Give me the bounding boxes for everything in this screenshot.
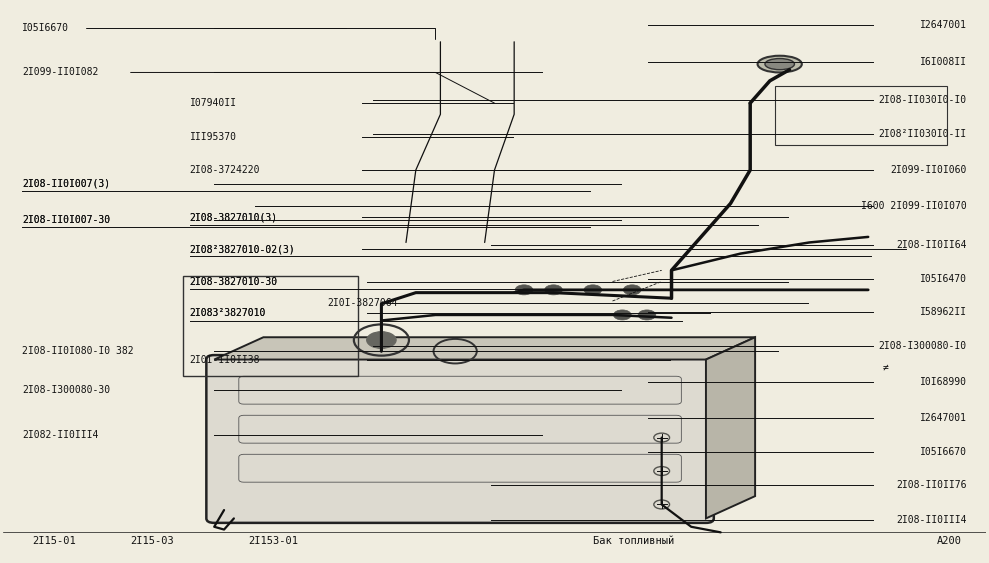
Text: 2I08-I300080-I0: 2I08-I300080-I0 (878, 341, 966, 351)
Circle shape (367, 332, 397, 348)
Text: 2I08-3827010-30: 2I08-3827010-30 (190, 276, 278, 287)
Text: I600 2I099-II0I070: I600 2I099-II0I070 (860, 201, 966, 211)
Text: I07940II: I07940II (190, 98, 236, 108)
Text: 2I0I-II0II38: 2I0I-II0II38 (190, 355, 260, 364)
FancyBboxPatch shape (207, 355, 714, 523)
Text: 2I153-01: 2I153-01 (248, 537, 299, 546)
Text: 2I08-3827010-30: 2I08-3827010-30 (190, 276, 278, 287)
Ellipse shape (758, 56, 802, 73)
Text: 2I08-I300080-30: 2I08-I300080-30 (23, 385, 111, 395)
Polygon shape (215, 337, 756, 360)
Polygon shape (706, 337, 756, 519)
Text: 2I08²3827010-02(3): 2I08²3827010-02(3) (190, 244, 296, 254)
Text: 2I099-II0I082: 2I099-II0I082 (23, 68, 99, 78)
Text: 2I08-II0I007-30: 2I08-II0I007-30 (23, 215, 111, 225)
Text: III95370: III95370 (190, 132, 236, 141)
Text: 2I08²II030I0-II: 2I08²II030I0-II (878, 129, 966, 138)
Circle shape (613, 310, 631, 320)
Text: 2I08-3827010(3): 2I08-3827010(3) (190, 212, 278, 222)
Text: 2I08-II0I007-30: 2I08-II0I007-30 (23, 215, 111, 225)
Text: 2I08-II0I007(3): 2I08-II0I007(3) (23, 179, 111, 189)
Text: 2I082-II0III4: 2I082-II0III4 (23, 430, 99, 440)
Circle shape (545, 285, 563, 295)
Circle shape (515, 285, 533, 295)
Ellipse shape (764, 59, 794, 70)
Text: I05I6470: I05I6470 (920, 274, 966, 284)
Text: 2I08²3827010-02(3): 2I08²3827010-02(3) (190, 244, 296, 254)
Text: I05I6670: I05I6670 (920, 446, 966, 457)
Text: 2I0I-3827064: 2I0I-3827064 (327, 298, 398, 308)
Text: ≠: ≠ (883, 363, 889, 373)
Bar (183, 276, 358, 376)
Text: 2I15-01: 2I15-01 (33, 537, 76, 546)
Text: 2I08-II0II76: 2I08-II0II76 (896, 480, 966, 490)
Text: Бак топливный: Бак топливный (592, 537, 674, 546)
Circle shape (623, 285, 641, 295)
Text: 2I08-II0I080-I0 382: 2I08-II0I080-I0 382 (23, 346, 135, 356)
Text: 2I08-II0I007(3): 2I08-II0I007(3) (23, 179, 111, 189)
Bar (774, 86, 946, 145)
Text: A200: A200 (937, 537, 962, 546)
Text: I2647001: I2647001 (920, 20, 966, 30)
Text: 2I08-3827010(3): 2I08-3827010(3) (190, 212, 278, 222)
Text: I05I6670: I05I6670 (23, 23, 69, 33)
Text: I0I68990: I0I68990 (920, 377, 966, 387)
Text: 2I099-II0I060: 2I099-II0I060 (890, 165, 966, 175)
Circle shape (584, 285, 601, 295)
Text: I2647001: I2647001 (920, 413, 966, 423)
Circle shape (638, 310, 656, 320)
Text: 2I15-03: 2I15-03 (131, 537, 174, 546)
Text: 2I08-3724220: 2I08-3724220 (190, 165, 260, 175)
Text: 2I08-II030I0-I0: 2I08-II030I0-I0 (878, 95, 966, 105)
Text: 2I083²3827010: 2I083²3827010 (190, 309, 266, 318)
Text: I6I008II: I6I008II (920, 57, 966, 68)
Text: 2I08-II0II64: 2I08-II0II64 (896, 240, 966, 251)
Text: 2I083²3827010: 2I083²3827010 (190, 309, 266, 318)
Text: I58962II: I58962II (920, 307, 966, 317)
Text: 2I08-II0III4: 2I08-II0III4 (896, 515, 966, 525)
